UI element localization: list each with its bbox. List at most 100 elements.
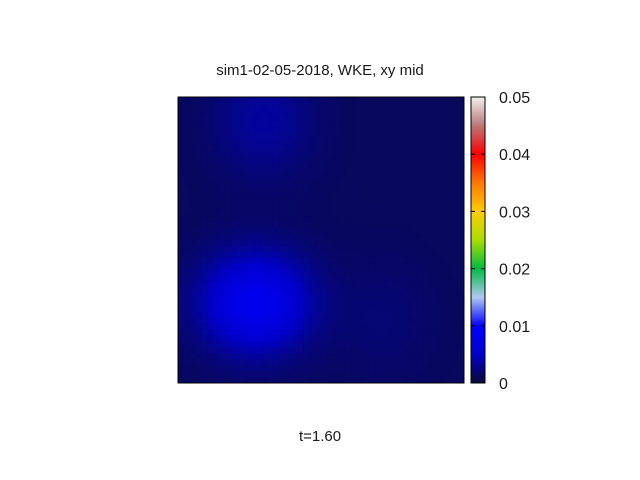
heatmap-cell <box>380 377 388 383</box>
heatmap-cell <box>201 216 209 223</box>
heatmap-cell <box>326 162 334 170</box>
heatmap-cell <box>380 192 388 199</box>
heatmap-cell <box>309 341 316 348</box>
heatmap-cell <box>434 281 441 289</box>
heatmap-cell <box>178 299 185 307</box>
heatmap-cell <box>291 305 298 313</box>
heatmap-cell <box>315 126 322 134</box>
heatmap-cell <box>380 138 388 146</box>
heatmap-cell <box>452 120 459 128</box>
heatmap-cell <box>350 353 358 360</box>
heatmap-cell <box>225 174 233 182</box>
heatmap-cell <box>291 245 298 253</box>
heatmap-cell <box>183 263 191 271</box>
heatmap-cell <box>183 162 191 170</box>
colorbar <box>470 96 486 384</box>
heatmap-cell <box>237 174 245 182</box>
heatmap-cell <box>374 287 382 295</box>
heatmap-cell <box>416 245 423 253</box>
heatmap-cell <box>178 353 185 360</box>
heatmap-cell <box>309 216 316 223</box>
heatmap-cell <box>291 341 298 348</box>
heatmap-cell <box>315 263 322 271</box>
heatmap-cell <box>285 180 292 187</box>
heatmap-cell <box>338 365 346 372</box>
heatmap-cell <box>309 222 316 229</box>
heatmap-cell <box>416 108 423 116</box>
heatmap-cell <box>422 377 429 383</box>
heatmap-cell <box>201 257 209 265</box>
heatmap-cell <box>380 102 388 110</box>
heatmap-cell <box>195 299 203 307</box>
heatmap-cell <box>458 317 464 325</box>
heatmap-cell <box>189 335 197 342</box>
heatmap-cell <box>231 210 239 217</box>
heatmap-cell <box>350 359 358 366</box>
heatmap-cell <box>458 168 464 176</box>
heatmap-cell <box>452 222 459 229</box>
heatmap-cell <box>273 305 280 313</box>
heatmap-cell <box>213 317 221 325</box>
heatmap-cell <box>416 341 423 348</box>
heatmap-cell <box>440 234 447 241</box>
heatmap-cell <box>261 228 268 235</box>
heatmap-cell <box>332 251 340 259</box>
heatmap-cell <box>422 222 429 229</box>
heatmap-cell <box>261 132 268 140</box>
heatmap-cell <box>404 323 411 330</box>
heatmap-cell <box>189 162 197 170</box>
heatmap-cell <box>213 245 221 253</box>
heatmap-cell <box>303 323 310 330</box>
heatmap-cell <box>398 377 406 383</box>
heatmap-cell <box>434 162 441 170</box>
heatmap-cell <box>410 102 417 110</box>
heatmap-cell <box>368 371 376 378</box>
heatmap-cell <box>332 371 340 378</box>
heatmap-cell <box>362 287 370 295</box>
colorbar-tick-label: 0 <box>499 376 508 393</box>
heatmap-cell <box>291 102 298 110</box>
heatmap-cell <box>231 365 239 372</box>
heatmap-cell <box>344 257 352 265</box>
heatmap-cell <box>249 299 257 307</box>
heatmap-cell <box>243 299 251 307</box>
heatmap-cell <box>380 216 388 223</box>
heatmap-cell <box>249 240 257 247</box>
heatmap-cell <box>297 198 304 205</box>
heatmap-cell <box>249 353 257 360</box>
heatmap-cell <box>356 138 364 146</box>
heatmap-cell <box>231 108 239 116</box>
heatmap-cell <box>315 192 322 199</box>
heatmap-cell <box>243 126 251 134</box>
heatmap-cell <box>285 198 292 205</box>
heatmap-cell <box>392 263 400 271</box>
heatmap-cell <box>207 168 215 176</box>
heatmap-cell <box>362 198 370 205</box>
heatmap-cell <box>332 108 340 116</box>
heatmap-cell <box>183 234 191 241</box>
heatmap-cell <box>195 353 203 360</box>
heatmap-cell <box>356 317 364 325</box>
heatmap-cell <box>213 341 221 348</box>
heatmap-cell <box>321 263 328 271</box>
heatmap-cell <box>428 287 435 295</box>
heatmap-cell <box>315 150 322 158</box>
heatmap-cell <box>428 138 435 146</box>
heatmap-cell <box>440 138 447 146</box>
heatmap-cell <box>201 126 209 134</box>
heatmap-cell <box>207 234 215 241</box>
heatmap-cell <box>321 359 328 366</box>
heatmap-cell <box>368 108 376 116</box>
heatmap-cell <box>249 329 257 336</box>
heatmap-cell <box>178 222 185 229</box>
heatmap-cell <box>326 281 334 289</box>
heatmap-cell <box>225 257 233 265</box>
heatmap-cell <box>458 257 464 265</box>
heatmap-cell <box>207 329 215 336</box>
heatmap-cell <box>225 126 233 134</box>
heatmap-cell <box>386 132 394 140</box>
heatmap-cell <box>422 341 429 348</box>
heatmap-cell <box>255 228 263 235</box>
heatmap-cell <box>267 222 274 229</box>
heatmap-cell <box>392 275 400 283</box>
